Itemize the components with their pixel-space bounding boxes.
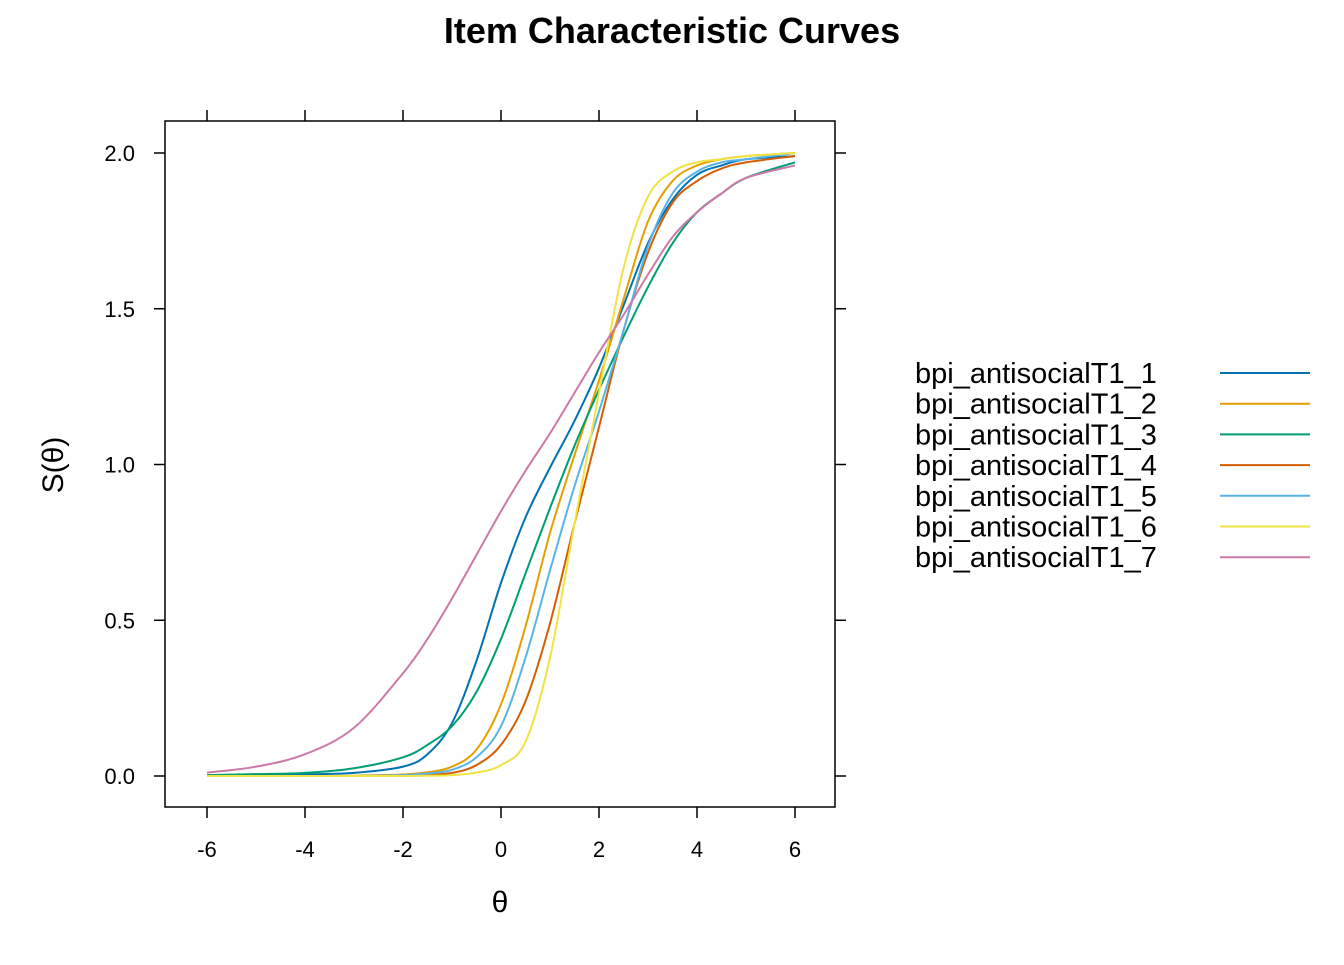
legend-label: bpi_antisocialT1_4 xyxy=(915,450,1157,482)
x-axis-label: θ xyxy=(492,886,509,919)
y-axis-label: S(θ) xyxy=(37,437,70,494)
y-tick-label: 0.0 xyxy=(104,764,135,789)
x-tick-label: -4 xyxy=(295,837,315,862)
y-tick-label: 0.5 xyxy=(104,608,135,633)
y-tick-label: 1.0 xyxy=(104,453,135,478)
y-tick-label: 2.0 xyxy=(104,141,135,166)
x-tick-label: 6 xyxy=(789,837,801,862)
legend-label: bpi_antisocialT1_5 xyxy=(915,481,1157,513)
series-line-4 xyxy=(206,155,796,778)
x-tick-label: -6 xyxy=(197,837,217,862)
x-tick-label: 0 xyxy=(495,837,507,862)
chart-title: Item Characteristic Curves xyxy=(444,10,900,51)
plot-frame xyxy=(164,120,836,808)
x-tick-label: 4 xyxy=(691,837,703,862)
series-line-7 xyxy=(206,164,796,774)
axes: -6 -4 -2 0 2 4 6 0.0 0.5 1.0 1.5 2.0 xyxy=(104,110,846,862)
x-tick-label: -2 xyxy=(393,837,413,862)
legend-label: bpi_antisocialT1_2 xyxy=(915,389,1157,421)
y-tick-label: 1.5 xyxy=(104,297,135,322)
legend: bpi_antisocialT1_1bpi_antisocialT1_2bpi_… xyxy=(915,358,1310,574)
series-line-3 xyxy=(206,161,796,777)
x-tick-label: 2 xyxy=(593,837,605,862)
series-line-2 xyxy=(206,152,796,778)
series-line-6 xyxy=(206,152,796,778)
series-lines xyxy=(206,152,796,778)
legend-label: bpi_antisocialT1_7 xyxy=(915,542,1157,574)
series-line-1 xyxy=(206,155,796,777)
legend-label: bpi_antisocialT1_1 xyxy=(915,358,1157,390)
series-line-5 xyxy=(206,152,796,778)
legend-label: bpi_antisocialT1_6 xyxy=(915,512,1157,544)
legend-label: bpi_antisocialT1_3 xyxy=(915,419,1157,451)
